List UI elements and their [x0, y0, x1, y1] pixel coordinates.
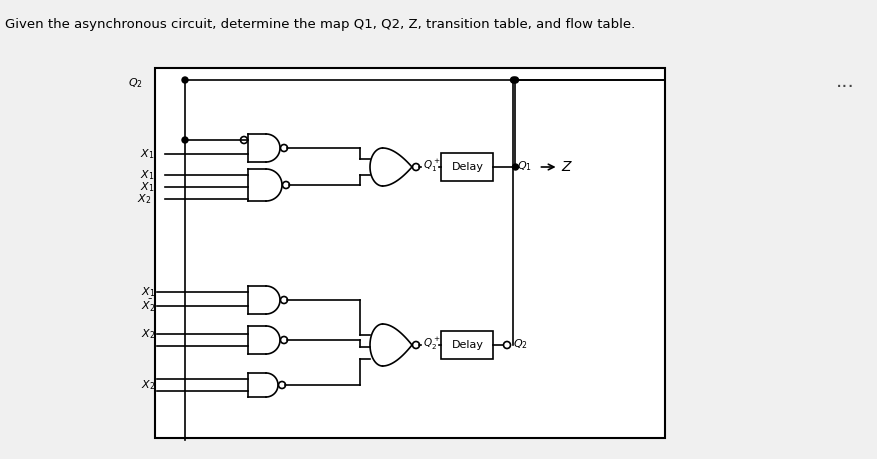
Text: ...: ... [836, 72, 854, 91]
Text: $Z$: $Z$ [561, 160, 574, 174]
Text: $Q_2$: $Q_2$ [128, 76, 143, 90]
Text: $\bar{X_2}$: $\bar{X_2}$ [140, 298, 155, 314]
Circle shape [512, 164, 518, 170]
Text: $X_1$: $X_1$ [140, 285, 155, 299]
Text: Given the asynchronous circuit, determine the map Q1, Q2, Z, transition table, a: Given the asynchronous circuit, determin… [5, 18, 635, 31]
Text: $X_1$: $X_1$ [140, 168, 154, 182]
Circle shape [510, 77, 517, 83]
Text: $Q_2^+$: $Q_2^+$ [424, 336, 441, 352]
Text: Delay: Delay [452, 162, 483, 172]
Circle shape [512, 77, 518, 83]
Text: $Q_1$: $Q_1$ [517, 159, 532, 173]
Circle shape [182, 77, 188, 83]
Bar [441, 153, 494, 181]
Text: $X_2$: $X_2$ [140, 327, 155, 341]
Text: $X_2$: $X_2$ [137, 192, 151, 206]
Text: $X_1$: $X_1$ [140, 180, 154, 194]
Text: $Q_2$: $Q_2$ [514, 337, 529, 351]
Text: Delay: Delay [452, 340, 483, 350]
Text: $Q_1^+$: $Q_1^+$ [424, 158, 441, 174]
Bar [441, 331, 494, 359]
Text: $X_2$: $X_2$ [140, 378, 155, 392]
Bar [155, 68, 665, 438]
Text: $X_1$: $X_1$ [140, 147, 154, 161]
Circle shape [182, 137, 188, 143]
